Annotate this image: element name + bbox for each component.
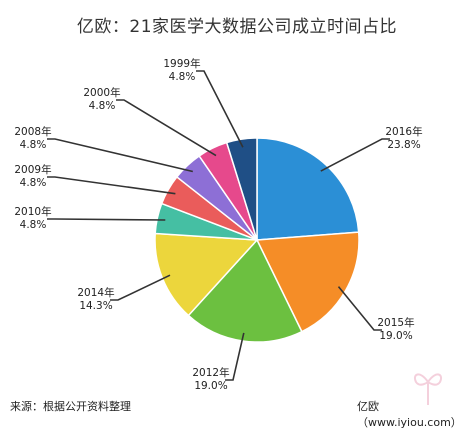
- slice-value-2014年: 14.3%: [79, 300, 112, 312]
- slice-labels: 2016年23.8%2015年19.0%2012年19.0%2014年14.3%…: [14, 57, 422, 392]
- slice-label-2016年: 2016年: [385, 125, 422, 138]
- source-note: 来源：根据公开资料整理: [10, 400, 131, 413]
- pie-slice-2016年: [256, 137, 360, 241]
- leader-line-2015年: [337, 286, 382, 331]
- watermark-logo: [414, 373, 442, 405]
- slice-value-2012年: 19.0%: [194, 380, 227, 392]
- leader-line-2014年: [110, 274, 171, 301]
- slice-label-2008年: 2008年: [14, 125, 51, 138]
- slice-value-2016年: 23.8%: [387, 139, 420, 151]
- leader-line-2010年: [47, 218, 166, 221]
- pie-slices: [154, 137, 360, 343]
- slice-value-2000年: 4.8%: [89, 100, 116, 112]
- pie-slice-2015年: [255, 231, 360, 333]
- slice-label-2000年: 2000年: [83, 86, 120, 99]
- leader-line-2012年: [225, 332, 245, 381]
- slice-label-2014年: 2014年: [77, 286, 114, 299]
- leader-line-2016年: [320, 138, 390, 172]
- pie-slice-1999年: [225, 137, 258, 241]
- slice-label-2012年: 2012年: [192, 366, 229, 379]
- slice-label-2015年: 2015年: [377, 316, 414, 329]
- leader-line-1999年: [196, 70, 244, 148]
- slice-label-1999年: 1999年: [163, 57, 200, 70]
- slice-value-1999年: 4.8%: [169, 71, 196, 83]
- leader-line-2009年: [47, 176, 176, 195]
- slice-value-2008年: 4.8%: [20, 139, 47, 151]
- leader-line-2000年: [116, 99, 217, 157]
- leader-line-2008年: [47, 138, 193, 173]
- slice-value-2009年: 4.8%: [20, 177, 47, 189]
- slice-value-2010年: 4.8%: [20, 219, 47, 231]
- slice-label-2009年: 2009年: [14, 163, 51, 176]
- slice-value-2015年: 19.0%: [379, 330, 412, 342]
- slice-label-2010年: 2010年: [14, 205, 51, 218]
- leader-lines: [47, 70, 390, 381]
- chart-title: 亿欧：21家医学大数据公司成立时间占比: [76, 17, 398, 37]
